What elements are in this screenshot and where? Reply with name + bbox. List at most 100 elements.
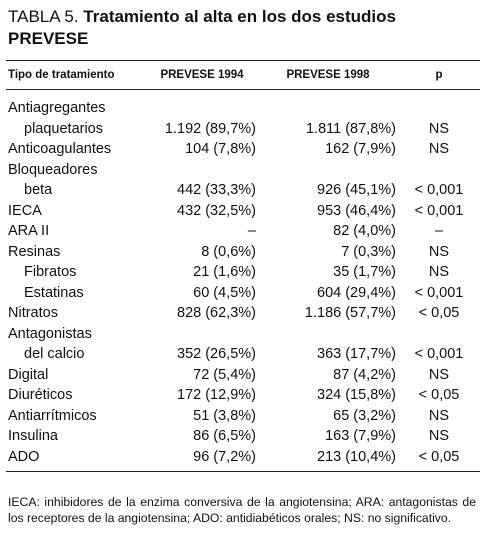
table-row: IECA 432 (32,5%) 953 (46,4%) < 0,001 [6,201,480,222]
table-cell: NS [428,243,450,260]
table-cell: 65 (3,2%) [333,407,396,424]
table-cell: 87 (4,2%) [333,366,396,383]
table-cell: 363 (17,7%) [317,346,396,362]
table-cell: 324 (15,8%) [317,387,396,403]
table-cell: 163 (7,9%) [325,428,396,444]
table-cell: 72 (5,4%) [193,366,256,383]
header-cell: PREVESE 1994 [146,60,258,90]
table-cell: NS [428,141,450,157]
table-row: Nitratos 828 (62,3%) 1.186 (57,7%) < 0,05 [6,303,480,324]
title: TABLA 5. Tratamiento al alta en los dos … [8,6,478,50]
table-row: Antiarrítmicos 51 (3,8%) 65 (3,2%) NS [6,406,480,427]
table-cell: NS [428,120,450,137]
table-row: ARA II – 82 (4,0%) – [6,221,480,242]
table-cell: 51 (3,8%) [193,407,256,424]
table-row: Estatinas 60 (4,5%) 604 (29,4%) < 0,001 [6,283,480,304]
header-cell: p [398,60,480,90]
row-label: Antiarrítmicos [6,406,146,427]
label-line: Antiarrítmicos [8,407,97,424]
table-cell: 213 (10,4%) [258,446,398,472]
table-cell: < 0,001 [414,202,464,219]
label-line: IECA [8,202,42,219]
table-row: Anticoagulantes 104 (7,8%) 162 (7,9%) NS [6,139,480,160]
table-cell: 352 (26,5%) [177,346,256,362]
table-cell: 104 (7,8%) [185,141,256,157]
table-cell: NS [428,428,450,444]
table-cell: < 0,001 [414,346,464,362]
table-cell: – [434,223,444,239]
table-cell: 442 (33,3%) [177,182,256,198]
table-row: Resinas 8 (0,6%) 7 (0,3%) NS [6,242,480,263]
label-line: Estatinas [24,284,84,301]
table-cell: – [247,223,256,239]
table-cell: 828 (62,3%) [177,305,256,321]
table: Tipo de tratamiento PREVESE 1994 PREVESE 1… [6,60,480,472]
table-cell: 1.811 (87,8%) [305,120,396,137]
row-label: ARA II [6,221,146,242]
label-line: Antiagregantes [8,100,106,116]
label-line: Fibratos [24,264,77,280]
row-label: Antiagregantes plaquetarios [6,90,146,140]
label-line: plaquetarios [24,120,103,137]
table-cell: < 0,001 [414,284,464,301]
table-row: ADO 96 (7,2%) 213 (10,4%) < 0,05 [6,446,480,472]
table-title: Tratamiento al alta en los dos estudios … [8,7,396,48]
table-cell: 7 (0,3%) [341,243,396,260]
row-label: Bloqueadores beta [6,160,146,201]
table-row: Antagonistas del calcio 352 (26,5%) 363 (17… [6,324,480,365]
table-cell: < 0,05 [398,446,480,472]
row-label: Nitratos [6,303,146,324]
label-line: Insulina [8,428,58,444]
label-line: Nitratos [8,305,58,321]
table-cell: 1.192 (89,7%) [164,120,256,137]
footnote: IECA: inhibidores de la enzima conversiv… [8,495,476,525]
row-label: ADO [6,446,146,472]
row-label: Antagonistas del calcio [6,324,146,365]
table-cell: 172 (12,9%) [177,387,256,403]
table-cell: 926 (45,1%) [317,182,396,198]
label-line: Diuréticos [8,387,73,403]
row-label: Digital [6,365,146,386]
table-cell: 432 (32,5%) [177,202,256,219]
table-cell: 86 (6,5%) [193,428,256,444]
table-cell: 21 (1,6%) [193,264,256,280]
table-cell: < 0,05 [418,387,460,403]
table-cell: 953 (46,4%) [317,202,396,219]
table-cell: 35 (1,7%) [333,264,396,280]
header-row: Tipo de tratamiento PREVESE 1994 PREVESE 1… [6,60,480,90]
header-cell: Tipo de tratamiento [6,60,146,90]
label-line: beta [24,182,53,198]
row-label: Anticoagulantes [6,139,146,160]
table-cell: 82 (4,0%) [333,223,396,239]
table-row: Diuréticos 172 (12,9%) 324 (15,8%) < 0,05 [6,385,480,406]
table-cell: 604 (29,4%) [317,284,396,301]
label-line: Anticoagulantes [8,141,112,157]
label-line: Bloqueadores [8,161,98,178]
table-cell: NS [428,366,450,383]
header-cell: PREVESE 1998 [258,60,398,90]
row-label: Estatinas [6,283,146,304]
table-number: TABLA 5. [8,7,79,26]
row-label: Fibratos [6,262,146,283]
table-row: Insulina 86 (6,5%) 163 (7,9%) NS [6,426,480,447]
label-line: Resinas [8,243,61,260]
row-label: IECA [6,201,146,222]
row-label: Diuréticos [6,385,146,406]
table-cell: < 0,05 [418,305,460,321]
table-cell: 96 (7,2%) [146,446,258,472]
table-cell: 1.186 (57,7%) [304,305,396,321]
table-row: Bloqueadores beta 442 (33,3%) 926 (45,1%) < … [6,160,480,201]
label-line: ARA II [8,223,50,239]
table-row: Digital 72 (5,4%) 87 (4,2%) NS [6,365,480,386]
label-line: Antagonistas [8,325,92,342]
table-cell: < 0,001 [414,182,464,198]
table-cell: 8 (0,6%) [201,243,256,260]
label-line: ADO [8,448,40,465]
label-line: del calcio [24,346,85,362]
table-cell: NS [428,407,450,424]
table-cell: NS [428,264,450,280]
row-label: Insulina [6,426,146,447]
table-cell: 162 (7,9%) [325,141,396,157]
label-line: Digital [8,366,49,383]
